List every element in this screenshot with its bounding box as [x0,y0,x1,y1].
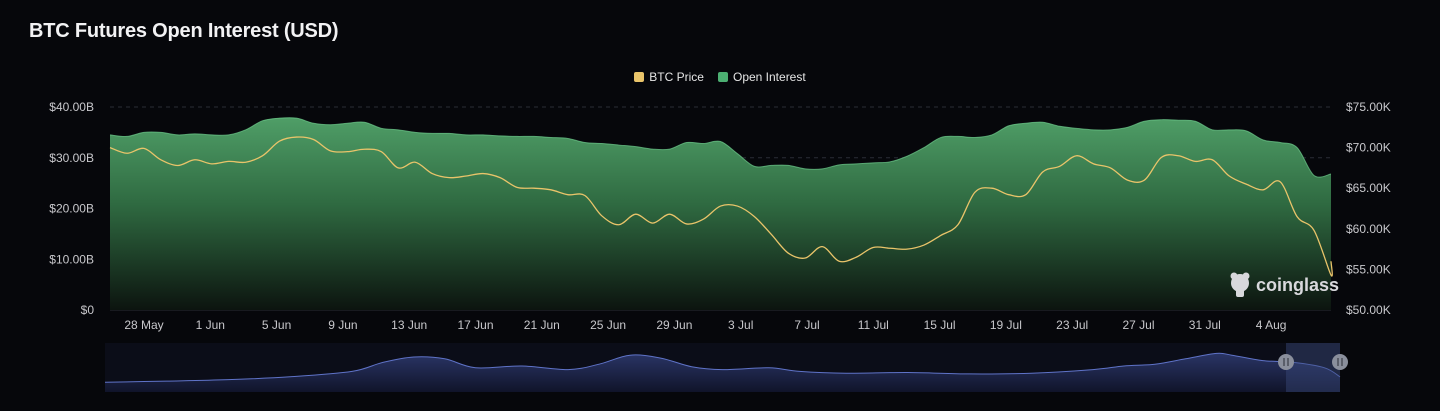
y-right-tick-label: $55.00K [1346,262,1391,276]
coinglass-logo-icon [1230,272,1250,297]
open-interest-area[interactable] [110,117,1331,310]
navigator-selection[interactable] [1286,343,1340,392]
range-navigator[interactable] [104,343,1348,392]
x-tick-label: 28 May [124,318,163,332]
y-left-tick-label: $10.00B [49,252,94,266]
x-tick-label: 19 Jul [990,318,1022,332]
y-right-tick-label: $65.00K [1346,181,1391,195]
y-right-tick-label: $60.00K [1346,222,1391,236]
x-tick-label: 11 Jul [858,318,889,332]
coinglass-watermark: coinglass [1230,272,1339,297]
navigator-line [104,352,1341,383]
y-right-tick-label: $70.00K [1346,141,1391,155]
x-tick-label: 3 Jul [728,318,753,332]
navigator-area [105,353,1340,392]
x-tick-label: 4 Aug [1256,318,1287,332]
open-interest-layer [109,117,1332,310]
btc-price-layer [109,136,1333,277]
coinglass-wordmark: coinglass [1256,275,1339,295]
legend-item-btc-price[interactable]: BTC Price [634,70,704,84]
y-left-tick-label: $20.00B [49,202,94,216]
legend-swatch-open-interest [717,72,728,82]
legend-item-open-interest[interactable]: Open Interest [717,70,806,84]
x-tick-label: 21 Jun [524,318,560,332]
x-tick-label: 13 Jun [391,318,427,332]
x-tick-label: 9 Jun [328,318,357,332]
y-axis-right: $50.00K $55.00K $60.00K $65.00K $70.00K $75.0… [1346,100,1391,317]
x-tick-label: 15 Jul [924,318,956,332]
y-axis-left: $0 $10.00B $20.00B $30.00B $40.00B [49,100,94,317]
open-interest-line [109,117,1332,178]
chart-legend: BTC Price Open Interest [0,70,1440,84]
navigator-handle-left[interactable] [1278,354,1294,370]
x-tick-label: 5 Jun [262,318,291,332]
btc-price-line[interactable] [109,136,1333,277]
x-tick-label: 27 Jul [1122,318,1154,332]
x-tick-label: 7 Jul [794,318,819,332]
y-left-tick-label: $30.00B [49,151,94,165]
x-tick-label: 25 Jun [590,318,626,332]
x-tick-label: 23 Jul [1056,318,1088,332]
y-left-tick-label: $0 [81,303,95,317]
x-tick-label: 29 Jun [656,318,692,332]
legend-label-btc-price: BTC Price [649,70,704,84]
legend-swatch-btc-price [634,72,645,82]
x-tick-label: 31 Jul [1189,318,1221,332]
x-axis: 28 May 1 Jun 5 Jun 9 Jun 13 Jun 17 Jun 21 Jun 2… [124,318,1286,332]
legend-label-open-interest: Open Interest [732,70,806,84]
handle-grip-icon [1332,354,1348,370]
navigator-handle-right[interactable] [1332,354,1348,370]
y-right-tick-label: $50.00K [1346,303,1391,317]
x-tick-label: 1 Jun [196,318,225,332]
chart-title: BTC Futures Open Interest (USD) [29,20,339,42]
x-tick-label: 17 Jun [457,318,493,332]
y-right-tick-label: $75.00K [1346,100,1391,114]
handle-grip-icon [1278,354,1294,370]
y-left-tick-label: $40.00B [49,100,94,114]
